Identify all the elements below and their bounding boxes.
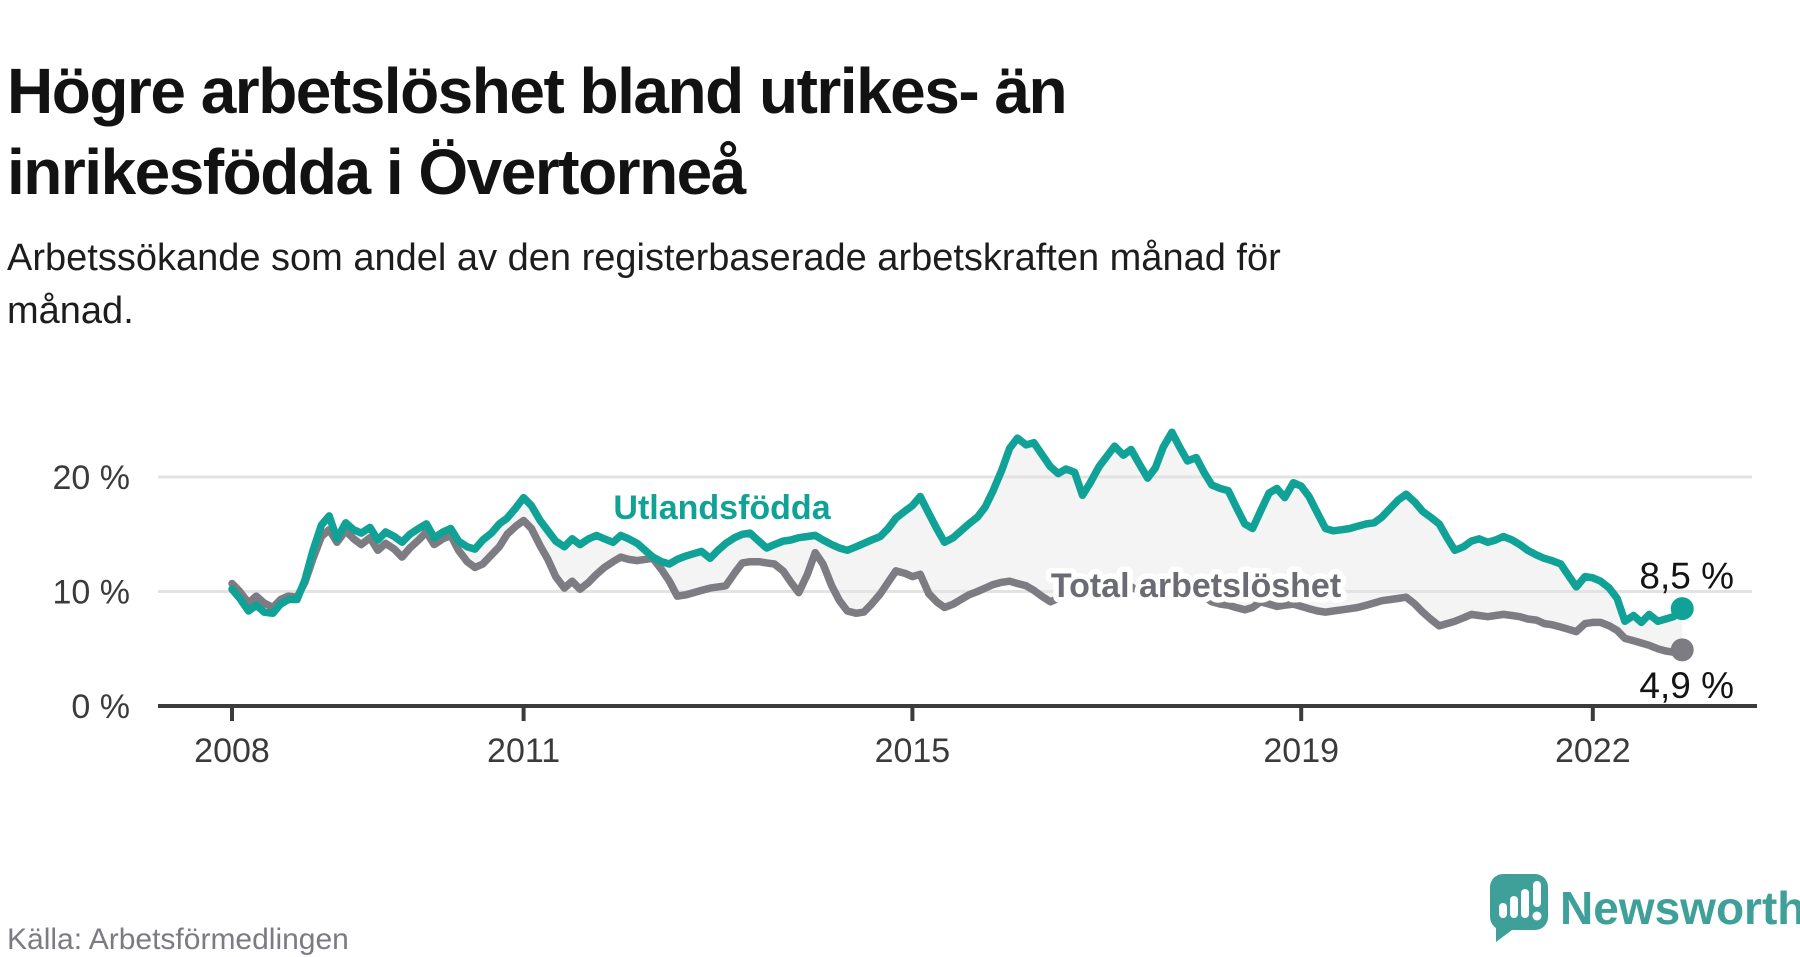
x-tick-label-2011: 2011 bbox=[487, 732, 560, 770]
x-tick-label-2008: 2008 bbox=[194, 732, 270, 770]
series-label-1: Total arbetslöshet bbox=[1051, 567, 1341, 605]
y-tick-label-20: 20 % bbox=[53, 459, 131, 497]
newsworthy-logo-icon bbox=[1490, 874, 1548, 942]
series-end-value-1: 4,9 % bbox=[1639, 665, 1734, 706]
series-line-1 bbox=[228, 516, 1686, 656]
source-note: Källa: Arbetsförmedlingen bbox=[7, 923, 349, 956]
series-end-dot-0 bbox=[1670, 597, 1694, 621]
x-tick-label-2015: 2015 bbox=[875, 732, 951, 770]
series-end-value-0: 8,5 % bbox=[1639, 556, 1734, 597]
newsworthy-logo: Newsworthy bbox=[1486, 870, 1800, 951]
series-end-dot-1 bbox=[1670, 638, 1694, 662]
page-subtitle: Arbetssökande som andel av den registerb… bbox=[7, 237, 1281, 332]
x-tick-label-2019: 2019 bbox=[1263, 732, 1339, 770]
x-tick-label-2022: 2022 bbox=[1555, 732, 1631, 770]
series-label-0: Utlandsfödda bbox=[613, 489, 831, 527]
logo-bar-chart-icon bbox=[1499, 889, 1529, 918]
series-line-0 bbox=[228, 428, 1686, 627]
page-title: Högre arbetslöshet bland utrikes- än inr… bbox=[7, 54, 1068, 208]
fill-between-area bbox=[232, 432, 1683, 653]
y-tick-label-10: 10 % bbox=[53, 574, 131, 612]
logo-exclamation-icon bbox=[1532, 881, 1542, 921]
y-tick-label-0: 0 % bbox=[71, 688, 130, 726]
newsworthy-logo-text: Newsworthy bbox=[1560, 882, 1800, 934]
